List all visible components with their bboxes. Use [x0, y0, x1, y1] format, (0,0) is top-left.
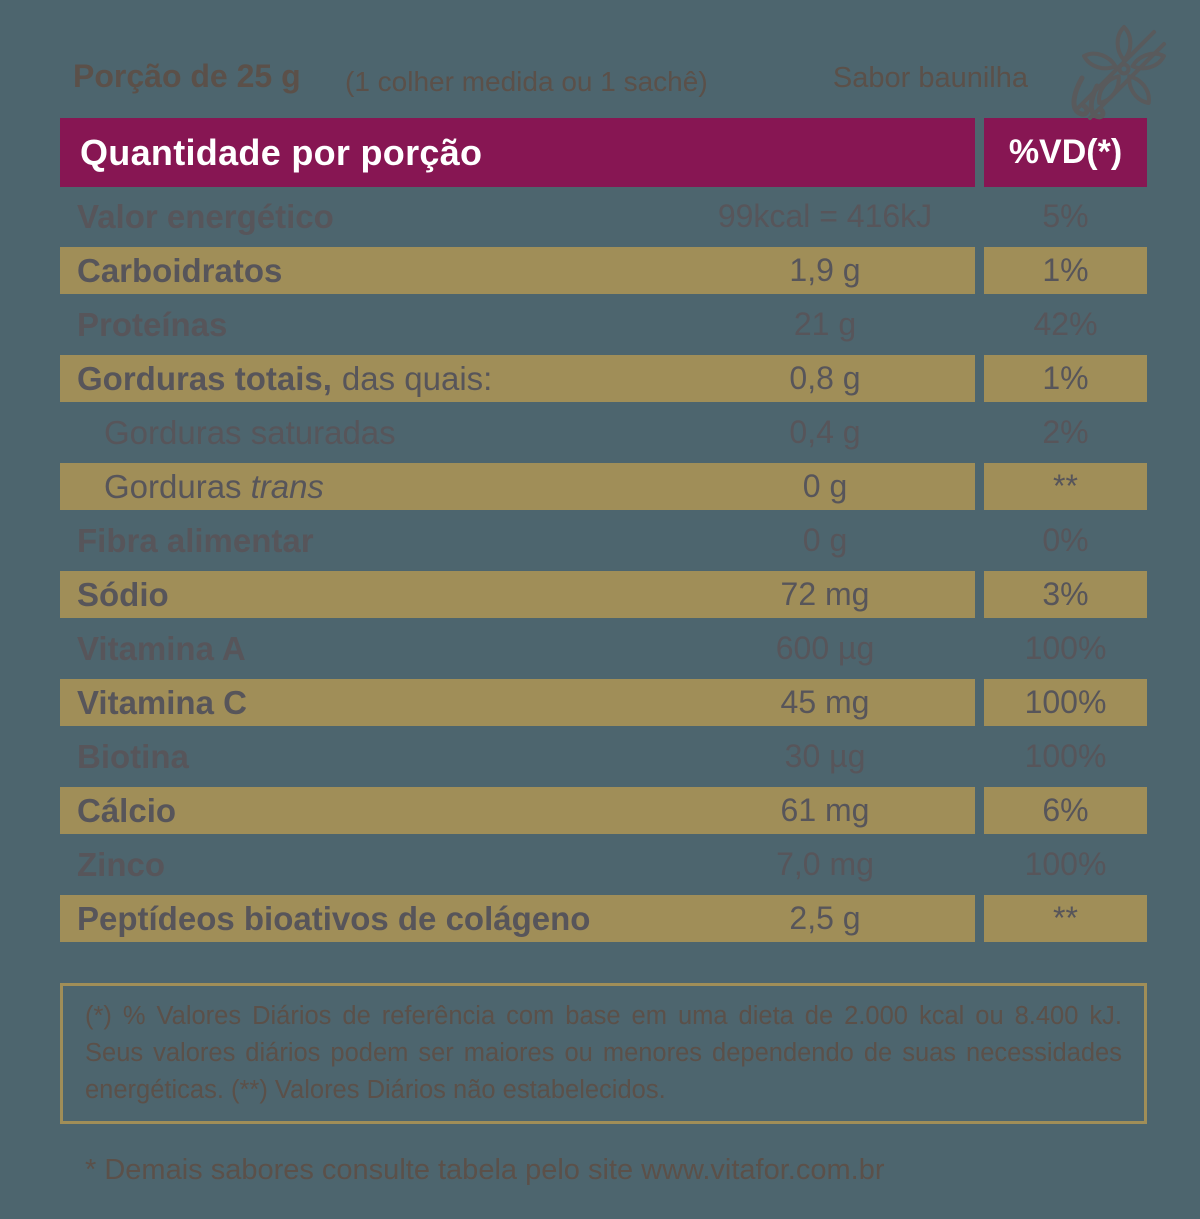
- daily-values-footnote: (*) % Valores Diários de referência com …: [85, 1002, 1122, 1104]
- nutrient-value: 1,9 g: [789, 252, 861, 288]
- nutrient-cell: Zinco 7,0 mg: [60, 841, 975, 888]
- nutrition-rows: Valor energético 99kcal = 416kJ 5% Carbo…: [60, 193, 1147, 942]
- nutrition-table: Quantidade por porção %VD(*) Valor energ…: [60, 118, 1147, 1187]
- label-header: Porção de 25 g (1 colher medida ou 1 sac…: [0, 0, 1200, 120]
- nutrient-cell: Vitamina C 45 mg: [60, 679, 975, 726]
- nutrient-label: Gorduras trans: [104, 467, 324, 505]
- table-row: Valor energético 99kcal = 416kJ 5%: [60, 193, 1147, 240]
- nutrient-dv-cell: 100%: [1024, 630, 1107, 666]
- serving-note: (1 colher medida ou 1 sachê): [345, 66, 708, 97]
- nutrient-dv-cell: 100%: [1024, 846, 1107, 882]
- nutrient-cell: Vitamina A 600 µg: [60, 625, 975, 672]
- nutrient-dv-cell: 2%: [1042, 414, 1089, 450]
- nutrient-value: 72 mg: [780, 576, 870, 612]
- nutrient-dv-cell: 42%: [1033, 306, 1098, 342]
- nutrient-cell: Peptídeos bioativos de colágeno 2,5 g: [60, 895, 975, 942]
- nutrient-label: Gorduras saturadas: [104, 413, 396, 451]
- nutrient-value: 45 mg: [780, 684, 870, 720]
- vanilla-flower-icon: [1071, 25, 1166, 120]
- nutrient-label: Vitamina A: [77, 629, 246, 667]
- nutrient-dv-cell: 5%: [1042, 198, 1089, 234]
- nutrient-label: Cálcio: [77, 791, 177, 829]
- nutrient-value: 99kcal = 416kJ: [717, 198, 933, 234]
- nutrient-value: 30 µg: [784, 738, 866, 774]
- nutrient-label: Proteínas: [77, 305, 228, 343]
- nutrient-value: 0,4 g: [789, 414, 861, 450]
- nutrient-label: Sódio: [77, 575, 169, 613]
- quantity-header-label: Quantidade por porção: [80, 131, 483, 173]
- table-row: Biotina 30 µg 100%: [60, 733, 1147, 780]
- table-row: Sódio 72 mg 3%: [60, 571, 1147, 618]
- nutrient-value: 0 g: [802, 468, 848, 504]
- table-row: Vitamina C 45 mg 100%: [60, 679, 1147, 726]
- flavor-label: Sabor baunilha: [832, 62, 1028, 94]
- nutrient-dv-cell: 1%: [984, 247, 1147, 294]
- table-row: Proteínas 21 g 42%: [60, 301, 1147, 348]
- serving-size: Porção de 25 g: [73, 58, 301, 94]
- nutrient-dv-cell: 100%: [984, 679, 1147, 726]
- nutrient-cell: Gorduras saturadas 0,4 g: [60, 409, 975, 456]
- table-row: Carboidratos 1,9 g 1%: [60, 247, 1147, 294]
- table-row: Fibra alimentar 0 g 0%: [60, 517, 1147, 564]
- nutrient-value: 7,0 mg: [776, 846, 874, 882]
- nutrient-value: 0,8 g: [789, 360, 861, 396]
- table-row: Vitamina A 600 µg 100%: [60, 625, 1147, 672]
- nutrient-value: 21 g: [793, 306, 857, 342]
- table-row: Cálcio 61 mg 6%: [60, 787, 1147, 834]
- nutrient-dv-cell: 100%: [1024, 738, 1107, 774]
- table-row: Gorduras trans 0 g **: [60, 463, 1147, 510]
- table-header-row: Quantidade por porção %VD(*): [60, 118, 1147, 187]
- nutrient-cell: Valor energético 99kcal = 416kJ: [60, 193, 975, 240]
- nutrient-dv-cell: 0%: [1042, 522, 1089, 558]
- nutrient-cell: Gorduras totais, das quais: 0,8 g: [60, 355, 975, 402]
- nutrient-dv-cell: **: [984, 463, 1147, 510]
- nutrient-dv-cell: **: [984, 895, 1147, 942]
- nutrient-value: 0 g: [802, 522, 848, 558]
- nutrient-cell: Fibra alimentar 0 g: [60, 517, 975, 564]
- nutrient-dv-cell: 1%: [984, 355, 1147, 402]
- table-row: Peptídeos bioativos de colágeno 2,5 g **: [60, 895, 1147, 942]
- nutrient-label: Fibra alimentar: [77, 521, 314, 559]
- nutrient-cell: Gorduras trans 0 g: [60, 463, 975, 510]
- table-row: Gorduras saturadas 0,4 g 2%: [60, 409, 1147, 456]
- nutrient-cell: Carboidratos 1,9 g: [60, 247, 975, 294]
- nutrient-value: 2,5 g: [789, 900, 861, 936]
- nutrient-label: Biotina: [77, 737, 189, 775]
- nutrient-dv-cell: 6%: [984, 787, 1147, 834]
- table-row: Gorduras totais, das quais: 0,8 g 1%: [60, 355, 1147, 402]
- nutrient-cell: Biotina 30 µg: [60, 733, 975, 780]
- dv-header-cell: %VD(*): [984, 118, 1147, 187]
- nutrient-label: Carboidratos: [77, 251, 283, 289]
- nutrient-cell: Cálcio 61 mg: [60, 787, 975, 834]
- nutrient-cell: Proteínas 21 g: [60, 301, 975, 348]
- nutrient-value: 61 mg: [780, 792, 870, 828]
- dv-header-label: %VD(*): [1008, 133, 1123, 171]
- nutrient-label: Valor energético: [77, 197, 334, 235]
- nutrient-label: Gorduras totais, das quais:: [77, 359, 493, 397]
- nutrient-dv-cell: 3%: [984, 571, 1147, 618]
- other-flavors-note: * Demais sabores consulte tabela pelo si…: [85, 1154, 885, 1186]
- nutrient-label: Vitamina C: [77, 683, 247, 721]
- daily-values-footnote-box: (*) % Valores Diários de referência com …: [60, 983, 1147, 1124]
- nutrient-label: Zinco: [77, 845, 165, 883]
- quantity-header-cell: Quantidade por porção: [60, 118, 975, 187]
- nutrient-value: 600 µg: [775, 630, 875, 666]
- nutrient-label: Peptídeos bioativos de colágeno: [77, 899, 591, 937]
- nutrient-cell: Sódio 72 mg: [60, 571, 975, 618]
- table-row: Zinco 7,0 mg 100%: [60, 841, 1147, 888]
